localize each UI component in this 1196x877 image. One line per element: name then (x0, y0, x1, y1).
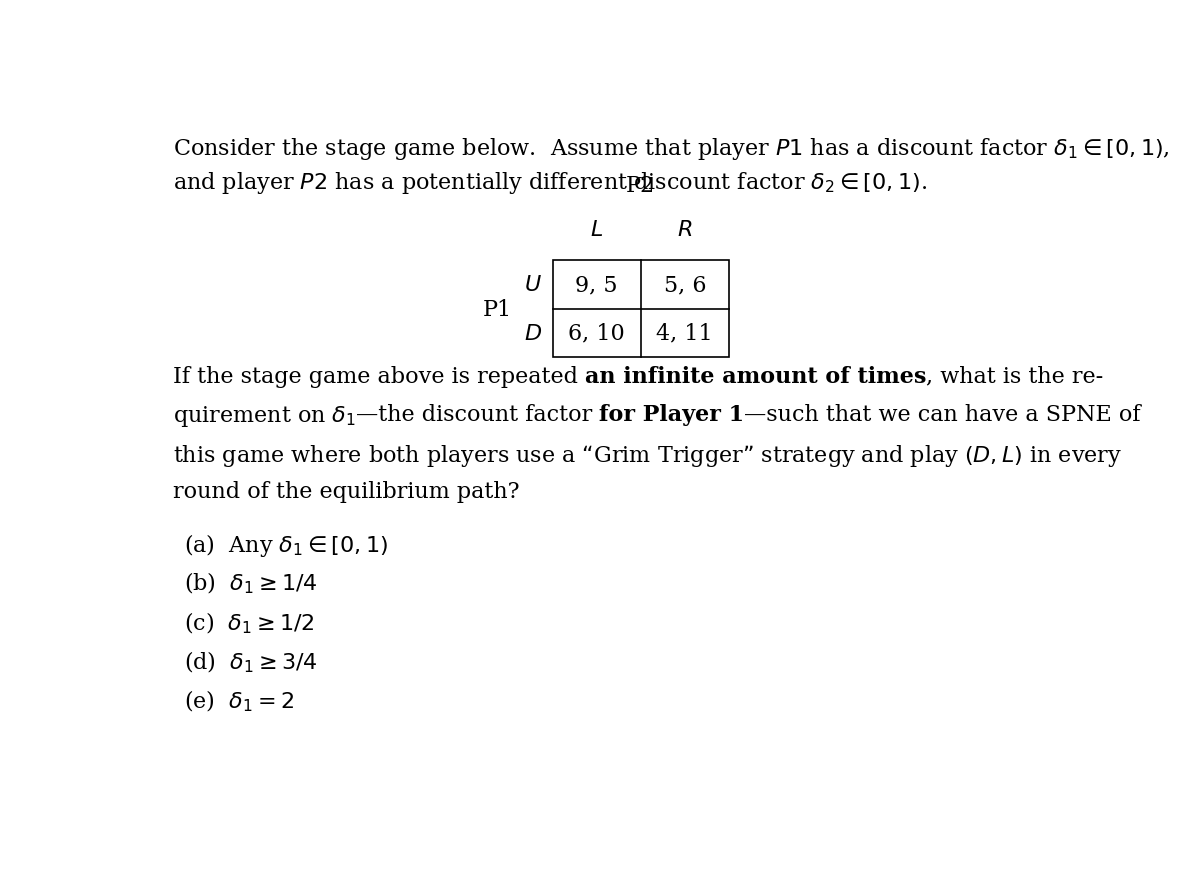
Text: round of the equilibrium path?: round of the equilibrium path? (172, 481, 519, 503)
Text: , what is the re-: , what is the re- (926, 365, 1104, 388)
Text: an infinite amount of times: an infinite amount of times (585, 365, 926, 388)
Text: —such that we can have a SPNE of: —such that we can have a SPNE of (744, 403, 1141, 425)
Text: quirement on $\delta_1$: quirement on $\delta_1$ (172, 403, 355, 429)
Text: $L$: $L$ (590, 218, 603, 240)
Text: 4, 11: 4, 11 (657, 323, 713, 345)
Text: $U$: $U$ (524, 274, 542, 296)
Text: 5, 6: 5, 6 (664, 274, 706, 296)
Text: $R$: $R$ (677, 218, 692, 240)
Text: 9, 5: 9, 5 (575, 274, 618, 296)
Text: If the stage game above is repeated: If the stage game above is repeated (172, 365, 585, 388)
Bar (553, 260, 728, 358)
Text: (c)  $\delta_1 \geq 1/2$: (c) $\delta_1 \geq 1/2$ (184, 610, 315, 635)
Text: P1: P1 (483, 298, 512, 320)
Text: (a)  Any $\delta_1 \in [0, 1)$: (a) Any $\delta_1 \in [0, 1)$ (184, 531, 388, 559)
Text: —the discount factor: —the discount factor (355, 403, 599, 425)
Text: P2: P2 (627, 175, 655, 196)
Text: and player $P2$ has a potentially different discount factor $\delta_2 \in [0, 1): and player $P2$ has a potentially differ… (172, 169, 927, 196)
Text: for Player 1: for Player 1 (599, 403, 744, 425)
Text: (b)  $\delta_1 \geq 1/4$: (b) $\delta_1 \geq 1/4$ (184, 571, 317, 595)
Text: (e)  $\delta_1 = 2$: (e) $\delta_1 = 2$ (184, 688, 294, 713)
Text: 6, 10: 6, 10 (568, 323, 626, 345)
Text: this game where both players use a “Grim Trigger” strategy and play $(D, L)$ in : this game where both players use a “Grim… (172, 442, 1122, 468)
Text: $D$: $D$ (524, 323, 542, 345)
Text: Consider the stage game below.  Assume that player $P1$ has a discount factor $\: Consider the stage game below. Assume th… (172, 136, 1170, 161)
Text: (d)  $\delta_1 \geq 3/4$: (d) $\delta_1 \geq 3/4$ (184, 649, 317, 674)
